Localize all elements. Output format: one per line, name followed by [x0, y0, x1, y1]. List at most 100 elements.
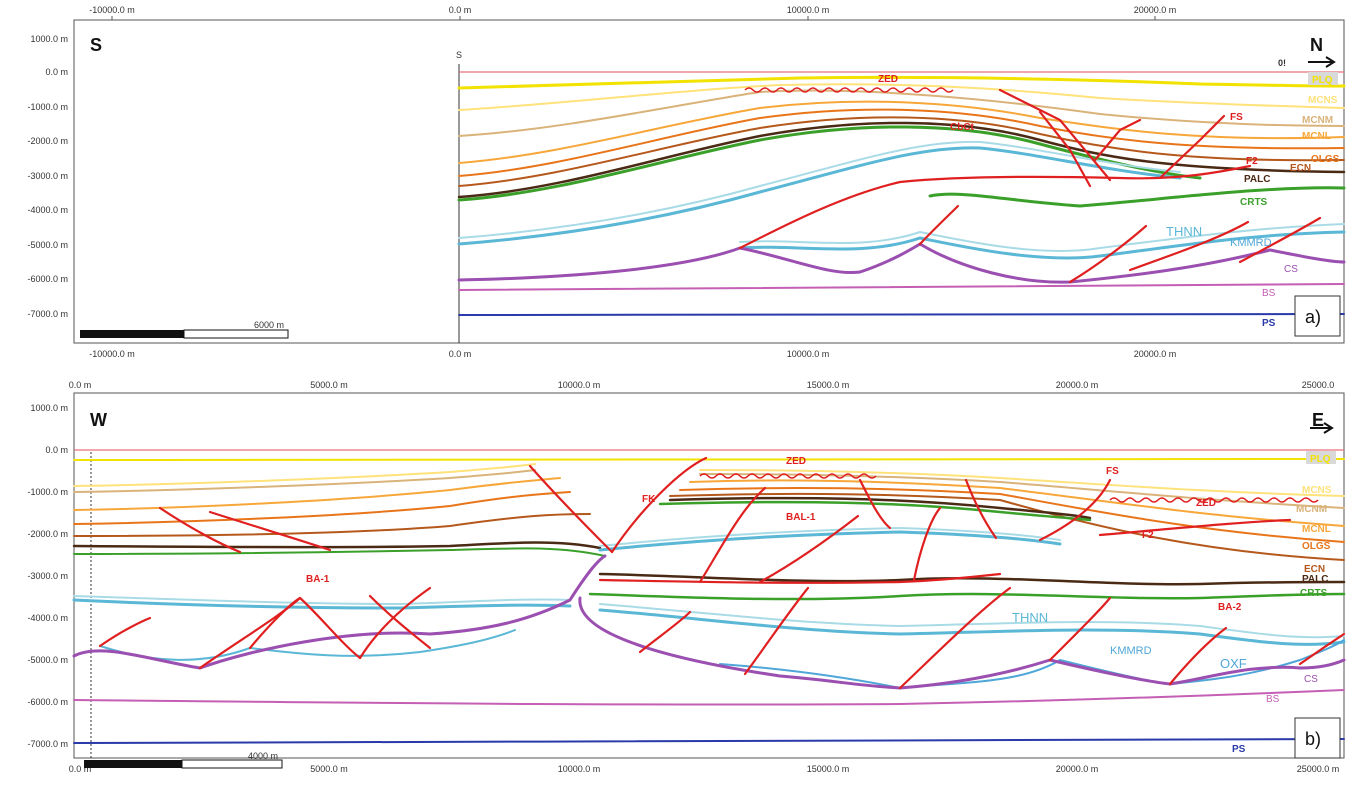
panel-label: a) [1305, 307, 1321, 327]
horizon-crts-upper [457, 125, 1202, 202]
tick-label: 25000.0 [1302, 380, 1335, 390]
tick-label: -1000.0 m [27, 487, 68, 497]
unit-label-palc: PALC [1244, 174, 1270, 185]
horizon-palc [72, 541, 602, 550]
horizon-olgs [458, 108, 1345, 177]
unit-label-mcns: MCNS [1302, 485, 1332, 496]
tick-label: 10000.0 m [558, 764, 601, 774]
fault [98, 616, 152, 648]
unit-label-oxf: OXF [1220, 656, 1247, 671]
unit-label-f2: F2 [1246, 156, 1258, 167]
fault [1038, 110, 1092, 188]
tick-label: 0.0 m [69, 380, 92, 390]
fault [898, 586, 1012, 690]
zed-unconformity [744, 87, 954, 93]
horizon-thnn-lower [598, 608, 1346, 646]
tick-label: -6000.0 m [27, 274, 68, 284]
corner-text: 0! [1278, 58, 1286, 68]
unit-label-plq: PLQ [1312, 75, 1333, 86]
unit-label-mcnl: MCNL [1302, 524, 1331, 535]
unit-label-mcnm: MCNM [1296, 504, 1327, 515]
horizon-crts-lower [588, 592, 1346, 601]
horizon-palc-lower [598, 572, 1346, 586]
unit-label-mcns: MCNS [1308, 95, 1338, 106]
tick-label: -5000.0 m [27, 240, 68, 250]
horizon-cs [72, 554, 1346, 690]
fault [638, 610, 692, 654]
horizon-olgs-right [679, 486, 1345, 543]
horizon-ecn [73, 513, 591, 537]
fault-fk [610, 456, 708, 554]
horizon-kmmrd [99, 629, 516, 661]
fault [918, 204, 960, 246]
panel-b-y-axis: 1000.0 m 0.0 m -1000.0 m -2000.0 m -3000… [27, 403, 68, 749]
fault-ba1-c [358, 586, 432, 660]
tick-label: -7000.0 m [27, 309, 68, 319]
unit-label-fk: FK [642, 494, 656, 505]
horizon-thnn-top [458, 140, 1181, 239]
horizon-thnn-mid [598, 530, 1062, 552]
detachment-fault [598, 572, 1002, 584]
horizon-mcns [73, 463, 536, 487]
fault [998, 88, 1112, 182]
tick-label: -7000.0 m [27, 739, 68, 749]
tick-label: 10000.0 m [787, 349, 830, 359]
unit-label-ecn: ECN [1304, 564, 1325, 575]
panel-label-box [1294, 295, 1341, 337]
horizon-ps [73, 738, 1345, 744]
tick-label: -2000.0 m [27, 529, 68, 539]
tick-label: -5000.0 m [27, 655, 68, 665]
unit-label-olgs: OLGS [1302, 541, 1331, 552]
unit-label-fs: FS [1106, 466, 1119, 477]
tick-label: -1000.0 m [27, 102, 68, 112]
fault-f2 [1098, 518, 1292, 537]
scale-bar-label: 4000 m [248, 751, 278, 761]
horizon-thnn-lower-top [599, 603, 1345, 639]
unit-label-zed: ZED [786, 456, 806, 467]
horizon-kmmrd-lower [719, 639, 1345, 689]
horizon-mcns-right [699, 469, 1345, 497]
horizon-mcnm [458, 89, 1345, 137]
tick-label: 20000.0 m [1056, 380, 1099, 390]
horizon-crts [73, 547, 606, 557]
unit-label-cs: CS [1304, 674, 1318, 685]
tick-label: 10000.0 m [558, 380, 601, 390]
horizon-thnn-mid-top [599, 527, 1061, 547]
direction-left: W [90, 410, 107, 430]
unit-label-fs: FS [1230, 112, 1243, 123]
horizon-palc [457, 121, 1346, 199]
fault [1093, 118, 1142, 162]
horizon-thnn [72, 598, 572, 610]
unit-label-thnn: THNN [1166, 224, 1202, 239]
panel-b-bottom-axis: 0.0 m 5000.0 m 10000.0 m 15000.0 m 20000… [69, 764, 1340, 774]
scale-bar-white [183, 329, 289, 339]
unit-label-crts: CRTS [1300, 588, 1328, 599]
unit-label-olgs: OLGS [1311, 154, 1340, 165]
tick-label: 1000.0 m [30, 34, 68, 44]
tick-label: 0.0 m [45, 67, 68, 77]
tick-label: -2000.0 m [27, 136, 68, 146]
arrow-right-icon [1310, 422, 1334, 434]
unit-label-zed: ZED [878, 74, 898, 85]
horizon-crts-lower [928, 186, 1346, 208]
tick-label: 5000.0 m [310, 764, 348, 774]
horizon-ps [458, 313, 1345, 316]
fault [1238, 216, 1322, 264]
tick-label: -3000.0 m [27, 571, 68, 581]
tick-label: -3000.0 m [27, 171, 68, 181]
unit-label-kmmrd: KMMRD [1110, 645, 1152, 657]
tick-label: 25000.0 m [1297, 764, 1340, 774]
plq-label-bg [1308, 72, 1338, 85]
unit-label-bs: BS [1266, 694, 1280, 705]
fault [1048, 596, 1112, 662]
unit-label-ba2: BA-2 [1218, 602, 1242, 613]
scale-bar-white [181, 759, 283, 769]
panel-a-frame [73, 19, 1345, 344]
horizon-thnn [457, 146, 1182, 246]
horizon-kmmrd [738, 230, 1346, 260]
tick-label: -6000.0 m [27, 697, 68, 707]
direction-right: E [1312, 410, 1324, 430]
tick-label: 0.0 m [449, 349, 472, 359]
fault [964, 478, 998, 540]
fault [1298, 632, 1346, 666]
